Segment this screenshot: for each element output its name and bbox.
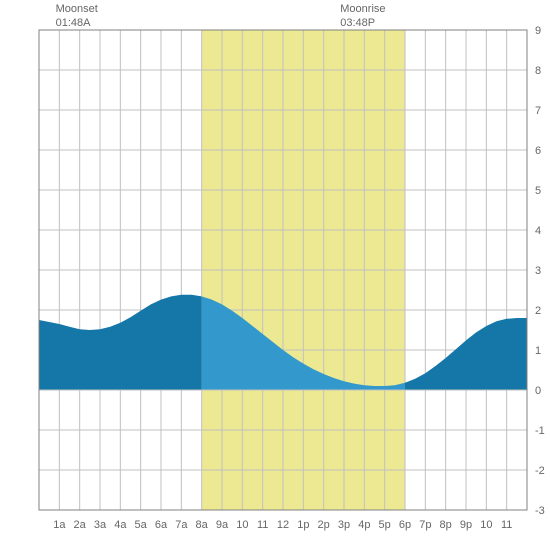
x-tick: 1p — [297, 519, 309, 531]
x-tick: 6a — [155, 519, 168, 531]
y-tick: 4 — [535, 225, 541, 237]
moonrise-time: 03:48P — [340, 16, 385, 30]
x-tick: 10 — [480, 519, 492, 531]
x-tick: 8a — [196, 519, 209, 531]
moonrise-label: Moonrise 03:48P — [340, 2, 385, 31]
x-tick: 7a — [175, 519, 188, 531]
tide-chart: -3-2-101234567891a2a3a4a5a6a7a8a9a101112… — [0, 0, 550, 550]
y-tick: -2 — [535, 465, 545, 477]
x-tick: 6p — [399, 519, 411, 531]
x-tick: 4p — [358, 519, 370, 531]
x-tick: 2a — [74, 519, 87, 531]
y-tick: -1 — [535, 425, 545, 437]
y-tick: 3 — [535, 265, 541, 277]
y-tick: 5 — [535, 185, 541, 197]
y-tick: 1 — [535, 345, 541, 357]
x-axis: 1a 2a 3a 4a 5a 6a 7a 8a 9a 10 11 12 1p 2p 3p 4p 5p 6p 7p 8p… — [53, 519, 512, 531]
x-tick: 4a — [114, 519, 127, 531]
x-tick: 2p — [318, 519, 330, 531]
x-tick: 10 — [236, 519, 248, 531]
x-tick: 12 — [277, 519, 289, 531]
x-tick: 1a — [53, 519, 66, 531]
moonrise-title: Moonrise — [340, 2, 385, 16]
y-tick: 2 — [535, 305, 541, 317]
x-tick: 8p — [440, 519, 452, 531]
moonset-label: Moonset 01:48A — [56, 2, 98, 31]
moonset-time: 01:48A — [56, 16, 98, 30]
y-tick: 8 — [535, 65, 541, 77]
y-tick: 9 — [535, 25, 541, 37]
x-tick: 9a — [216, 519, 229, 531]
moonset-title: Moonset — [56, 2, 98, 16]
x-tick: 11 — [501, 519, 512, 531]
x-tick: 3p — [338, 519, 350, 531]
y-tick: 0 — [535, 385, 541, 397]
x-tick: 3a — [94, 519, 107, 531]
x-tick: 9p — [460, 519, 472, 531]
x-tick: 11 — [257, 519, 268, 531]
tide-chart-container: Moonset 01:48A Moonrise 03:48P -3-2-1012… — [0, 0, 550, 550]
x-tick: 7p — [419, 519, 431, 531]
y-tick: 6 — [535, 145, 541, 157]
x-tick: 5p — [379, 519, 391, 531]
x-tick: 5a — [135, 519, 148, 531]
y-tick: -3 — [535, 505, 545, 517]
y-tick: 7 — [535, 105, 541, 117]
